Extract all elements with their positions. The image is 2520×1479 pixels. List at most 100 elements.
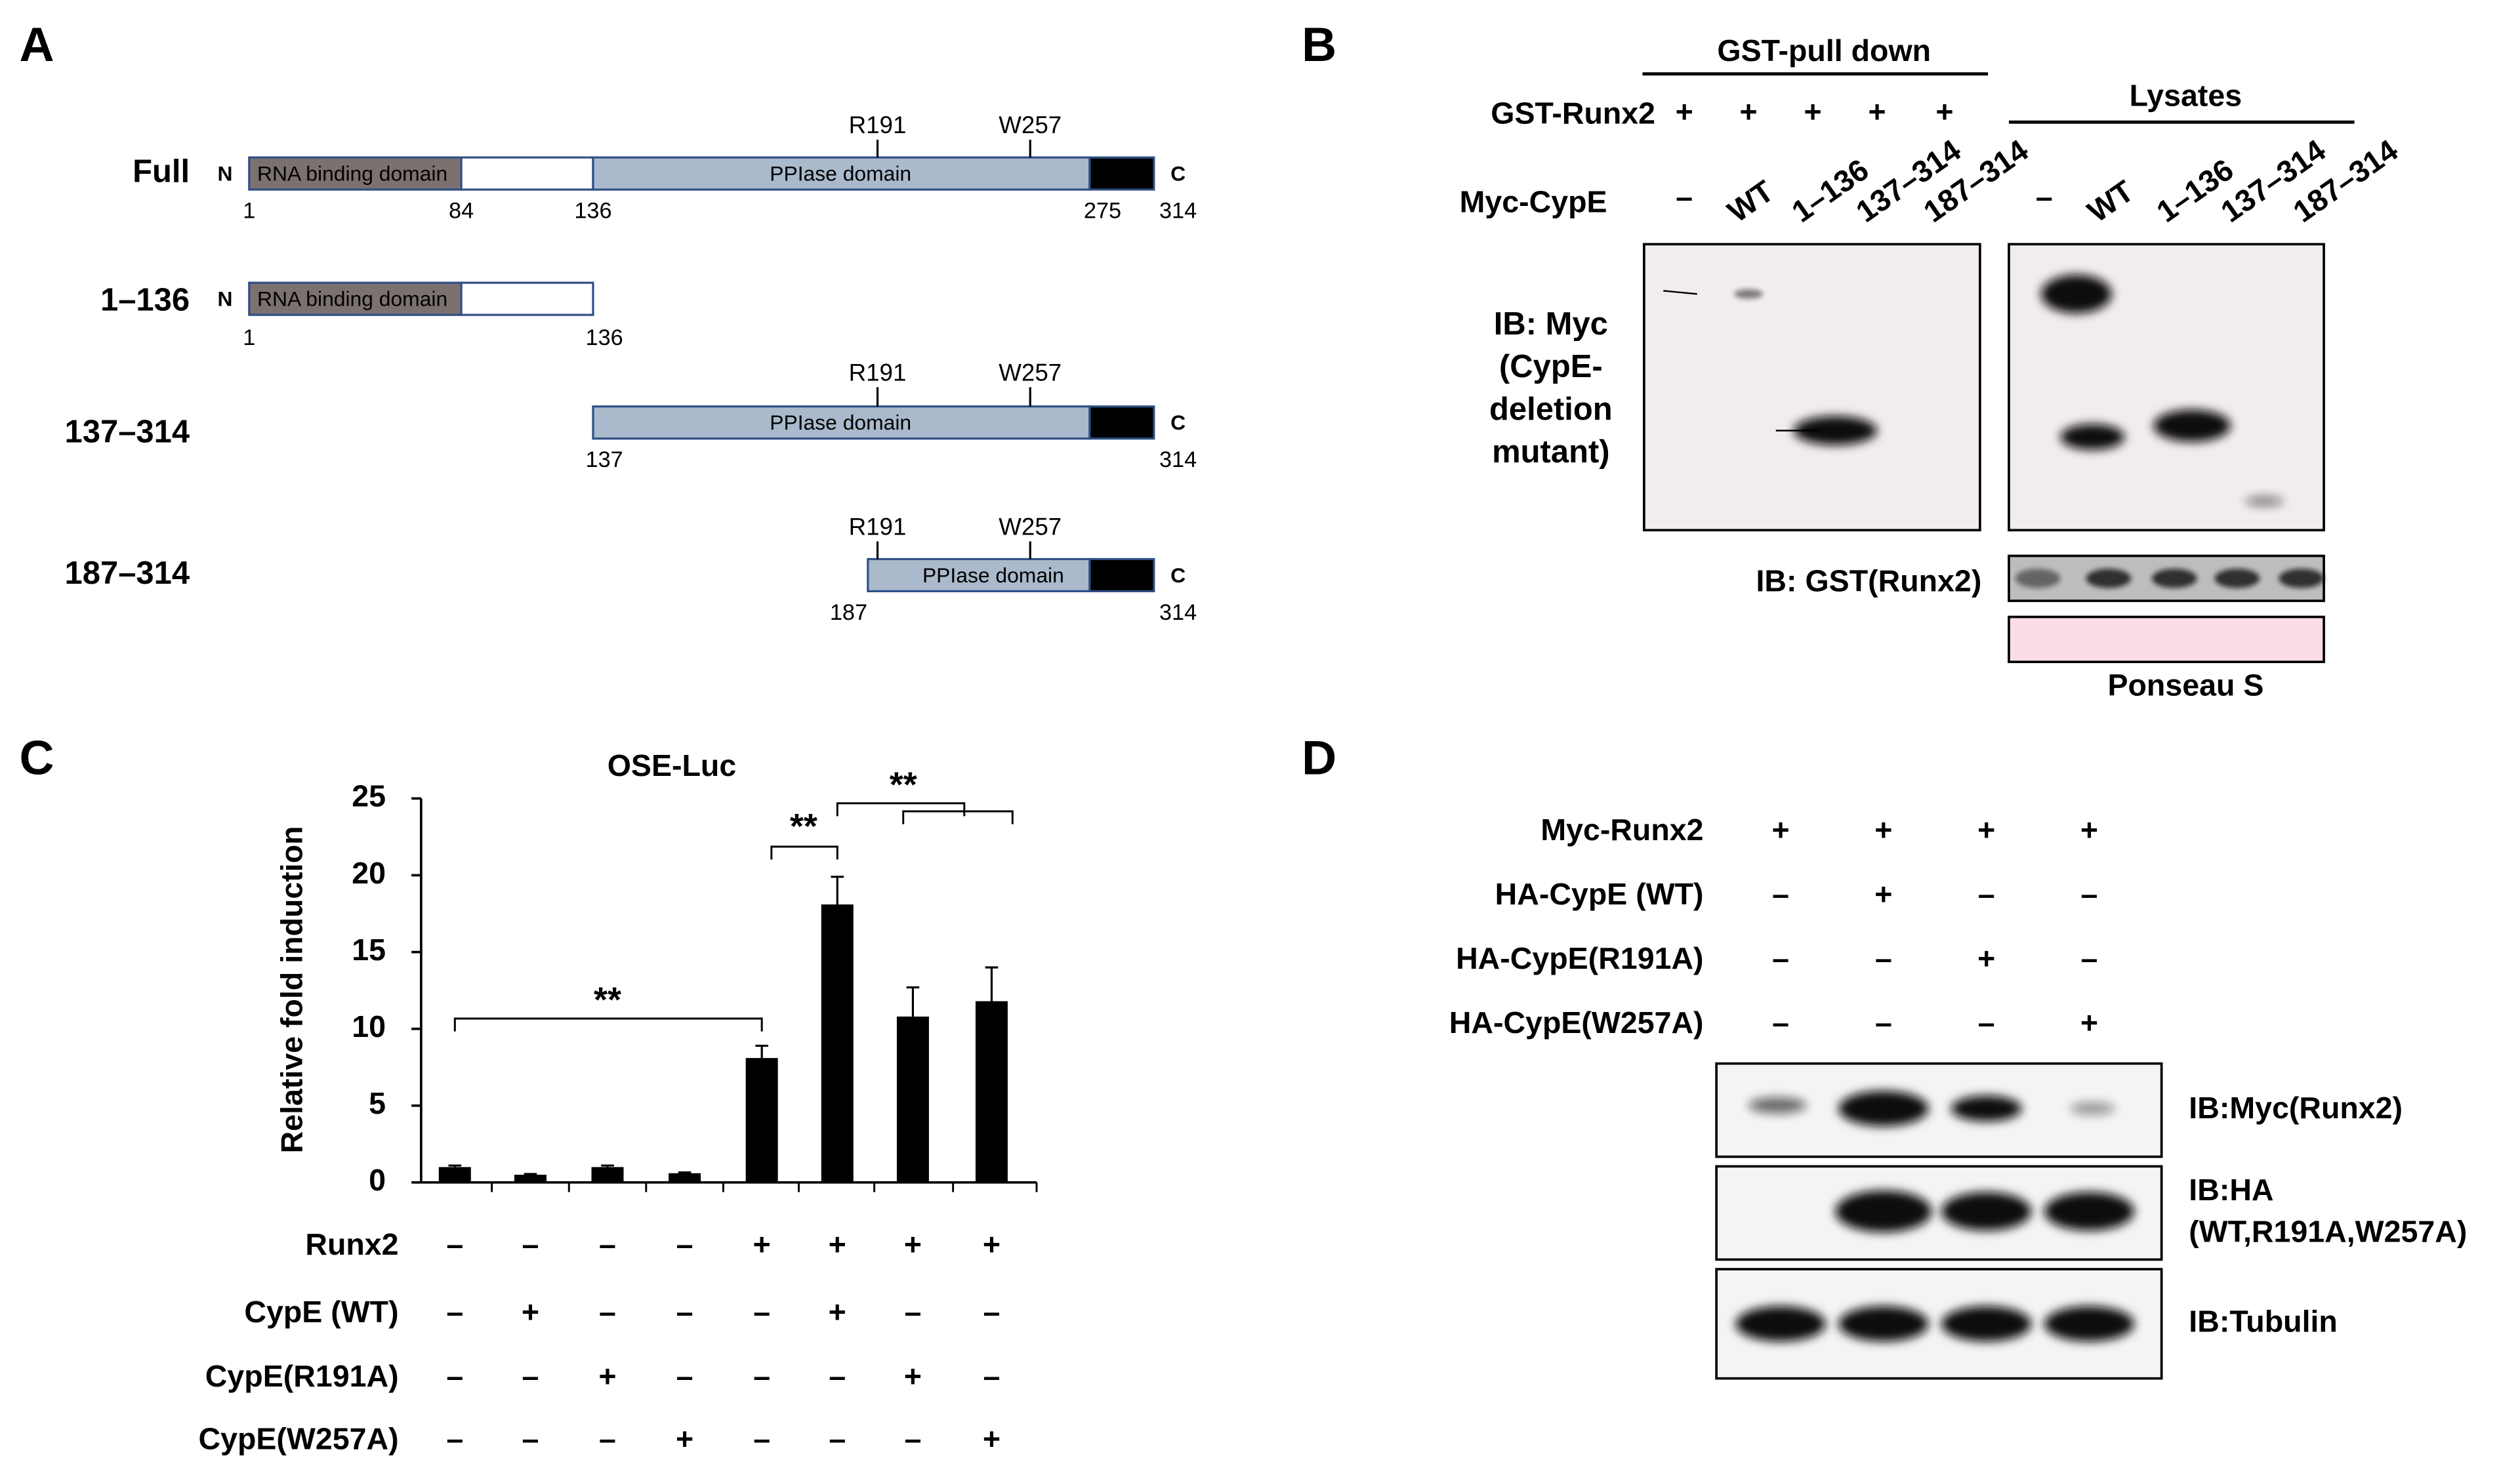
sign: – (676, 1295, 693, 1329)
condition-label: CypE (WT) (244, 1295, 398, 1329)
blot-band (2151, 569, 2197, 588)
blot-band (1941, 1192, 2032, 1231)
site-label: R191 (849, 514, 907, 540)
blot-band (1838, 1091, 1929, 1127)
blot-band (2214, 569, 2260, 588)
sign: – (829, 1421, 846, 1455)
site-label: R191 (849, 111, 907, 138)
sign: – (599, 1227, 616, 1261)
residue-number: 136 (586, 325, 623, 350)
sign: – (1772, 941, 1789, 975)
blot-label: deletion (1489, 392, 1613, 427)
row-label: Myc-Runx2 (1540, 813, 1703, 847)
stain (2008, 615, 2325, 664)
row-label: HA-CypE (WT) (1495, 877, 1704, 911)
sign: – (522, 1421, 539, 1455)
panel-label: C (19, 730, 54, 784)
bar (438, 1167, 471, 1183)
sign: + (598, 1359, 616, 1393)
blot-band (2015, 569, 2061, 588)
sign: – (599, 1421, 616, 1455)
domain-box (1088, 156, 1155, 191)
sign: + (1869, 94, 1886, 129)
significance: ** (594, 981, 621, 1020)
domain-name: PPIase domain (770, 161, 911, 185)
sign: + (2080, 813, 2098, 847)
y-tick-label: 15 (352, 933, 386, 967)
sign: + (1874, 813, 1892, 847)
blot-band (1748, 1097, 1807, 1114)
row-label: HA-CypE(W257A) (1449, 1005, 1704, 1040)
sign: – (1978, 1005, 1995, 1040)
y-axis-label: Relative fold induction (275, 826, 309, 1153)
bar (669, 1173, 701, 1183)
y-tick-label: 25 (352, 779, 386, 813)
blot-label: Ponseau S (2107, 668, 2263, 702)
bracket (836, 802, 966, 817)
blot (1643, 243, 1981, 532)
bar (896, 1016, 929, 1183)
bracket (770, 845, 838, 860)
sign: – (1772, 1005, 1789, 1040)
significance: ** (890, 765, 917, 804)
blot-band (2153, 409, 2231, 442)
terminus: C (1170, 161, 1186, 185)
sign: – (1875, 1005, 1892, 1040)
error-bar (448, 1164, 462, 1167)
residue-number: 187 (830, 600, 867, 625)
domain-name: PPIase domain (770, 411, 911, 434)
error-bar (906, 986, 920, 1017)
bar (591, 1167, 624, 1183)
residue-number: 314 (1159, 600, 1197, 625)
sign: – (446, 1421, 463, 1455)
domain-box (1088, 557, 1155, 593)
blot-band (2279, 569, 2324, 588)
sign: – (983, 1359, 1000, 1393)
sign: – (1978, 877, 1995, 911)
blot-band (1838, 1306, 1929, 1342)
residue-number: 275 (1084, 198, 1121, 223)
domain-box (460, 156, 594, 191)
sign: + (1977, 813, 1995, 847)
blot-band (1941, 1306, 2032, 1342)
sign: + (1804, 94, 1822, 129)
domain-name: RNA binding domain (257, 161, 447, 185)
sign: – (522, 1359, 539, 1393)
residue-number: 137 (586, 447, 623, 472)
domain-box (460, 281, 594, 316)
sign: – (753, 1295, 770, 1329)
domain-box (1088, 405, 1155, 440)
sign: + (983, 1227, 1001, 1261)
sign: + (1676, 94, 1693, 129)
blot-band (2044, 1192, 2135, 1231)
blot-label: IB:Myc(Runx2) (2189, 1091, 2403, 1125)
y-tick-label: 0 (369, 1163, 386, 1197)
bar (514, 1175, 547, 1183)
lane-label: – (2036, 180, 2053, 214)
residue-number: 314 (1159, 198, 1197, 223)
lane-label: WT (1722, 174, 1780, 229)
sign: + (1874, 877, 1892, 911)
sign: – (1875, 941, 1892, 975)
sign: + (1740, 94, 1758, 129)
blot-band (1735, 1306, 1826, 1342)
lane-label: WT (2081, 174, 2139, 229)
terminus: N (218, 287, 233, 310)
panel-label: B (1302, 17, 1336, 71)
blot-band (2070, 1102, 2115, 1115)
bar (745, 1058, 778, 1183)
blot-label: (WT,R191A,W257A) (2189, 1215, 2467, 1249)
terminus: C (1170, 563, 1186, 587)
blot-band (2044, 1306, 2135, 1342)
sign: + (904, 1359, 922, 1393)
row-label: Myc-CypE (1460, 184, 1607, 218)
terminus: C (1170, 411, 1186, 434)
site-label: W257 (999, 514, 1062, 540)
bracket (902, 810, 1014, 824)
residue-number: 1 (243, 325, 255, 350)
panel-label: A (19, 17, 54, 71)
sign: + (676, 1421, 693, 1455)
blot-band (1835, 1190, 1932, 1232)
bracket (453, 1017, 763, 1032)
